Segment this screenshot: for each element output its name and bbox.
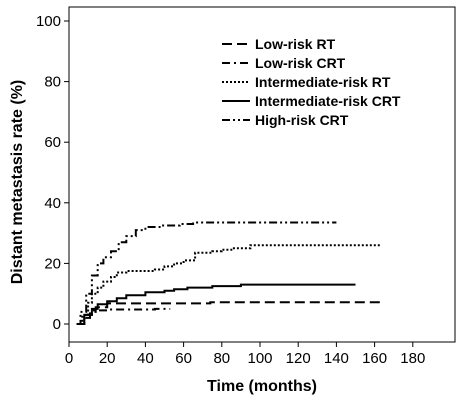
plot-frame [68,6,456,343]
x-axis-title: Time (months) [207,378,317,395]
y-tick-label: 40 [44,195,61,212]
legend-label: Low-risk CRT [255,55,346,71]
x-axis: 0 20 40 60 80 100 120 140 160 180 [65,342,425,367]
series-line-5 [76,221,337,325]
legend-label: Intermediate-risk CRT [255,93,401,109]
legend: Low-risk RT Low-risk CRT Intermediate-risk… [222,36,401,128]
y-tick-label: 60 [44,134,61,151]
x-tick-label: 160 [362,350,387,367]
y-tick-label: 0 [53,316,61,333]
y-axis: 0 20 40 60 80 100 [36,13,69,333]
series-line-3 [76,244,381,325]
plot-area [68,6,456,343]
x-tick-label: 100 [247,350,272,367]
legend-label: High-risk CRT [255,112,349,128]
x-tick-label: 140 [324,350,349,367]
x-tick-label: 120 [286,350,311,367]
y-axis-title: Distant metastasis rate (%) [9,80,26,285]
legend-label: Low-risk RT [255,36,336,52]
x-tick-label: 0 [65,350,73,367]
y-tick-label: 100 [36,13,61,30]
x-tick-label: 180 [400,350,425,367]
x-tick-label: 40 [137,350,154,367]
x-tick-label: 20 [99,350,116,367]
series-line-4 [76,283,356,325]
y-tick-label: 20 [44,255,61,272]
x-tick-label: 80 [213,350,230,367]
legend-label: Intermediate-risk RT [255,74,391,90]
x-tick-label: 60 [175,350,192,367]
y-tick-label: 80 [44,74,61,91]
series-line-1 [76,301,381,325]
